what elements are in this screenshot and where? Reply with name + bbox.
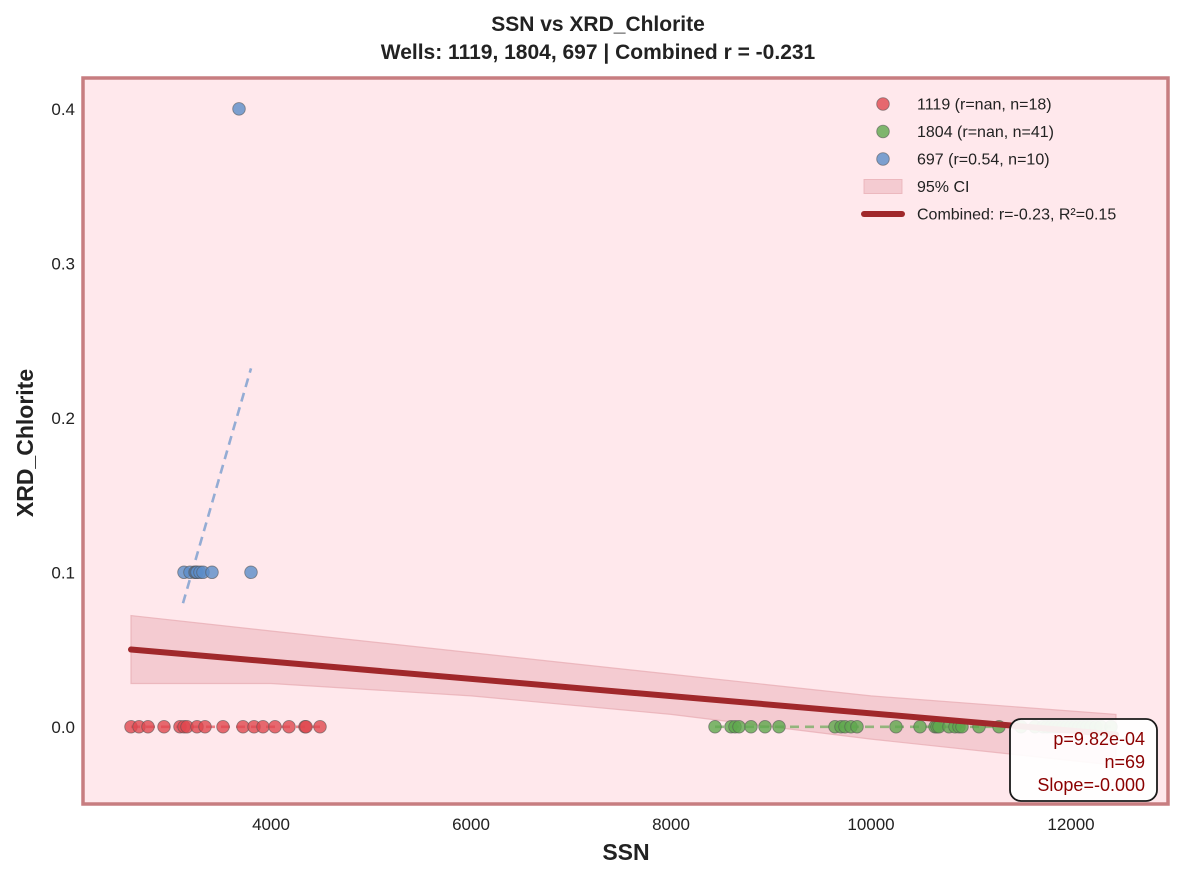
- legend-marker-series-2: [876, 152, 890, 166]
- data-point-series-0-2: [141, 720, 155, 734]
- x-axis-label: SSN: [602, 839, 649, 865]
- data-point-series-1-3: [732, 720, 746, 734]
- y-tick-label-2: 0.2: [51, 409, 75, 428]
- data-point-series-1-11: [850, 720, 864, 734]
- y-tick-label-1: 0.1: [51, 563, 75, 582]
- x-tick-label-4: 12000: [1047, 815, 1094, 834]
- x-tick-label-1: 6000: [452, 815, 490, 834]
- stats-line-2: Slope=-0.000: [1037, 775, 1145, 795]
- legend-marker-series-1: [876, 124, 890, 139]
- plot-frame: [81, 76, 1170, 806]
- y-tick-label-0: 0.0: [51, 718, 75, 737]
- data-point-series-1-6: [772, 720, 786, 734]
- data-point-series-2-8: [205, 565, 219, 580]
- legend-label-series-2: 697 (r=0.54, n=10): [917, 152, 1050, 169]
- data-point-series-0-17: [313, 720, 327, 734]
- x-tick-label-3: 10000: [847, 815, 894, 834]
- axes-layer: 4000 6000 8000 10000 12000 0.0 0.1 0.2 0.3 0.4: [51, 100, 1094, 834]
- data-point-series-0-12: [256, 720, 270, 734]
- data-point-series-1-5: [758, 720, 772, 734]
- stats-line-0: p=9.82e-04: [1053, 729, 1145, 749]
- x-tick-label-2: 8000: [652, 815, 690, 834]
- legend: 1119 (r=nan, n=18) 1804 (r=nan, n=41) 697 …: [861, 97, 1116, 224]
- legend-label-series-1: 1804 (r=nan, n=41): [917, 124, 1054, 141]
- data-point-series-0-3: [157, 720, 171, 734]
- legend-label-series-0: 1119 (r=nan, n=18): [917, 97, 1052, 114]
- data-point-series-0-9: [216, 720, 230, 734]
- chart-subtitle: Wells: 1119, 1804, 697 | Combined r = -0…: [381, 41, 816, 64]
- y-tick-label-4: 0.4: [51, 100, 75, 119]
- stats-box: p=9.82e-04 n=69 Slope=-0.000: [1009, 718, 1158, 802]
- chart-title: SSN vs XRD_Chlorite: [491, 13, 705, 36]
- data-point-series-0-14: [282, 720, 296, 734]
- data-point-series-2-9: [244, 565, 258, 580]
- stats-box-frame: [1009, 718, 1158, 802]
- legend-label-combined: Combined: r=-0.23, R²=0.15: [917, 207, 1116, 224]
- data-point-series-1-13: [913, 720, 927, 734]
- legend-label-ci: 95% CI: [917, 179, 969, 196]
- legend-marker-series-0: [876, 97, 890, 111]
- data-point-series-1-0: [708, 720, 722, 734]
- data-point-series-0-13: [268, 720, 282, 734]
- data-point-series-1-4: [744, 720, 758, 734]
- combined-fit-line: [128, 646, 1119, 738]
- stats-line-1: n=69: [1104, 752, 1145, 772]
- data-point-series-0-16: [299, 720, 313, 734]
- y-tick-label-3: 0.3: [51, 254, 75, 273]
- y-axis-label: XRD_Chlorite: [12, 369, 38, 517]
- trend-line-series-2: [181, 368, 253, 604]
- legend-swatch-ci: [863, 179, 903, 194]
- combined-fit-layer: [128, 646, 1119, 738]
- data-point-series-2-0: [232, 102, 246, 116]
- x-tick-label-0: 4000: [252, 815, 290, 834]
- data-point-series-0-8: [198, 720, 212, 734]
- data-point-series-1-12: [889, 720, 903, 734]
